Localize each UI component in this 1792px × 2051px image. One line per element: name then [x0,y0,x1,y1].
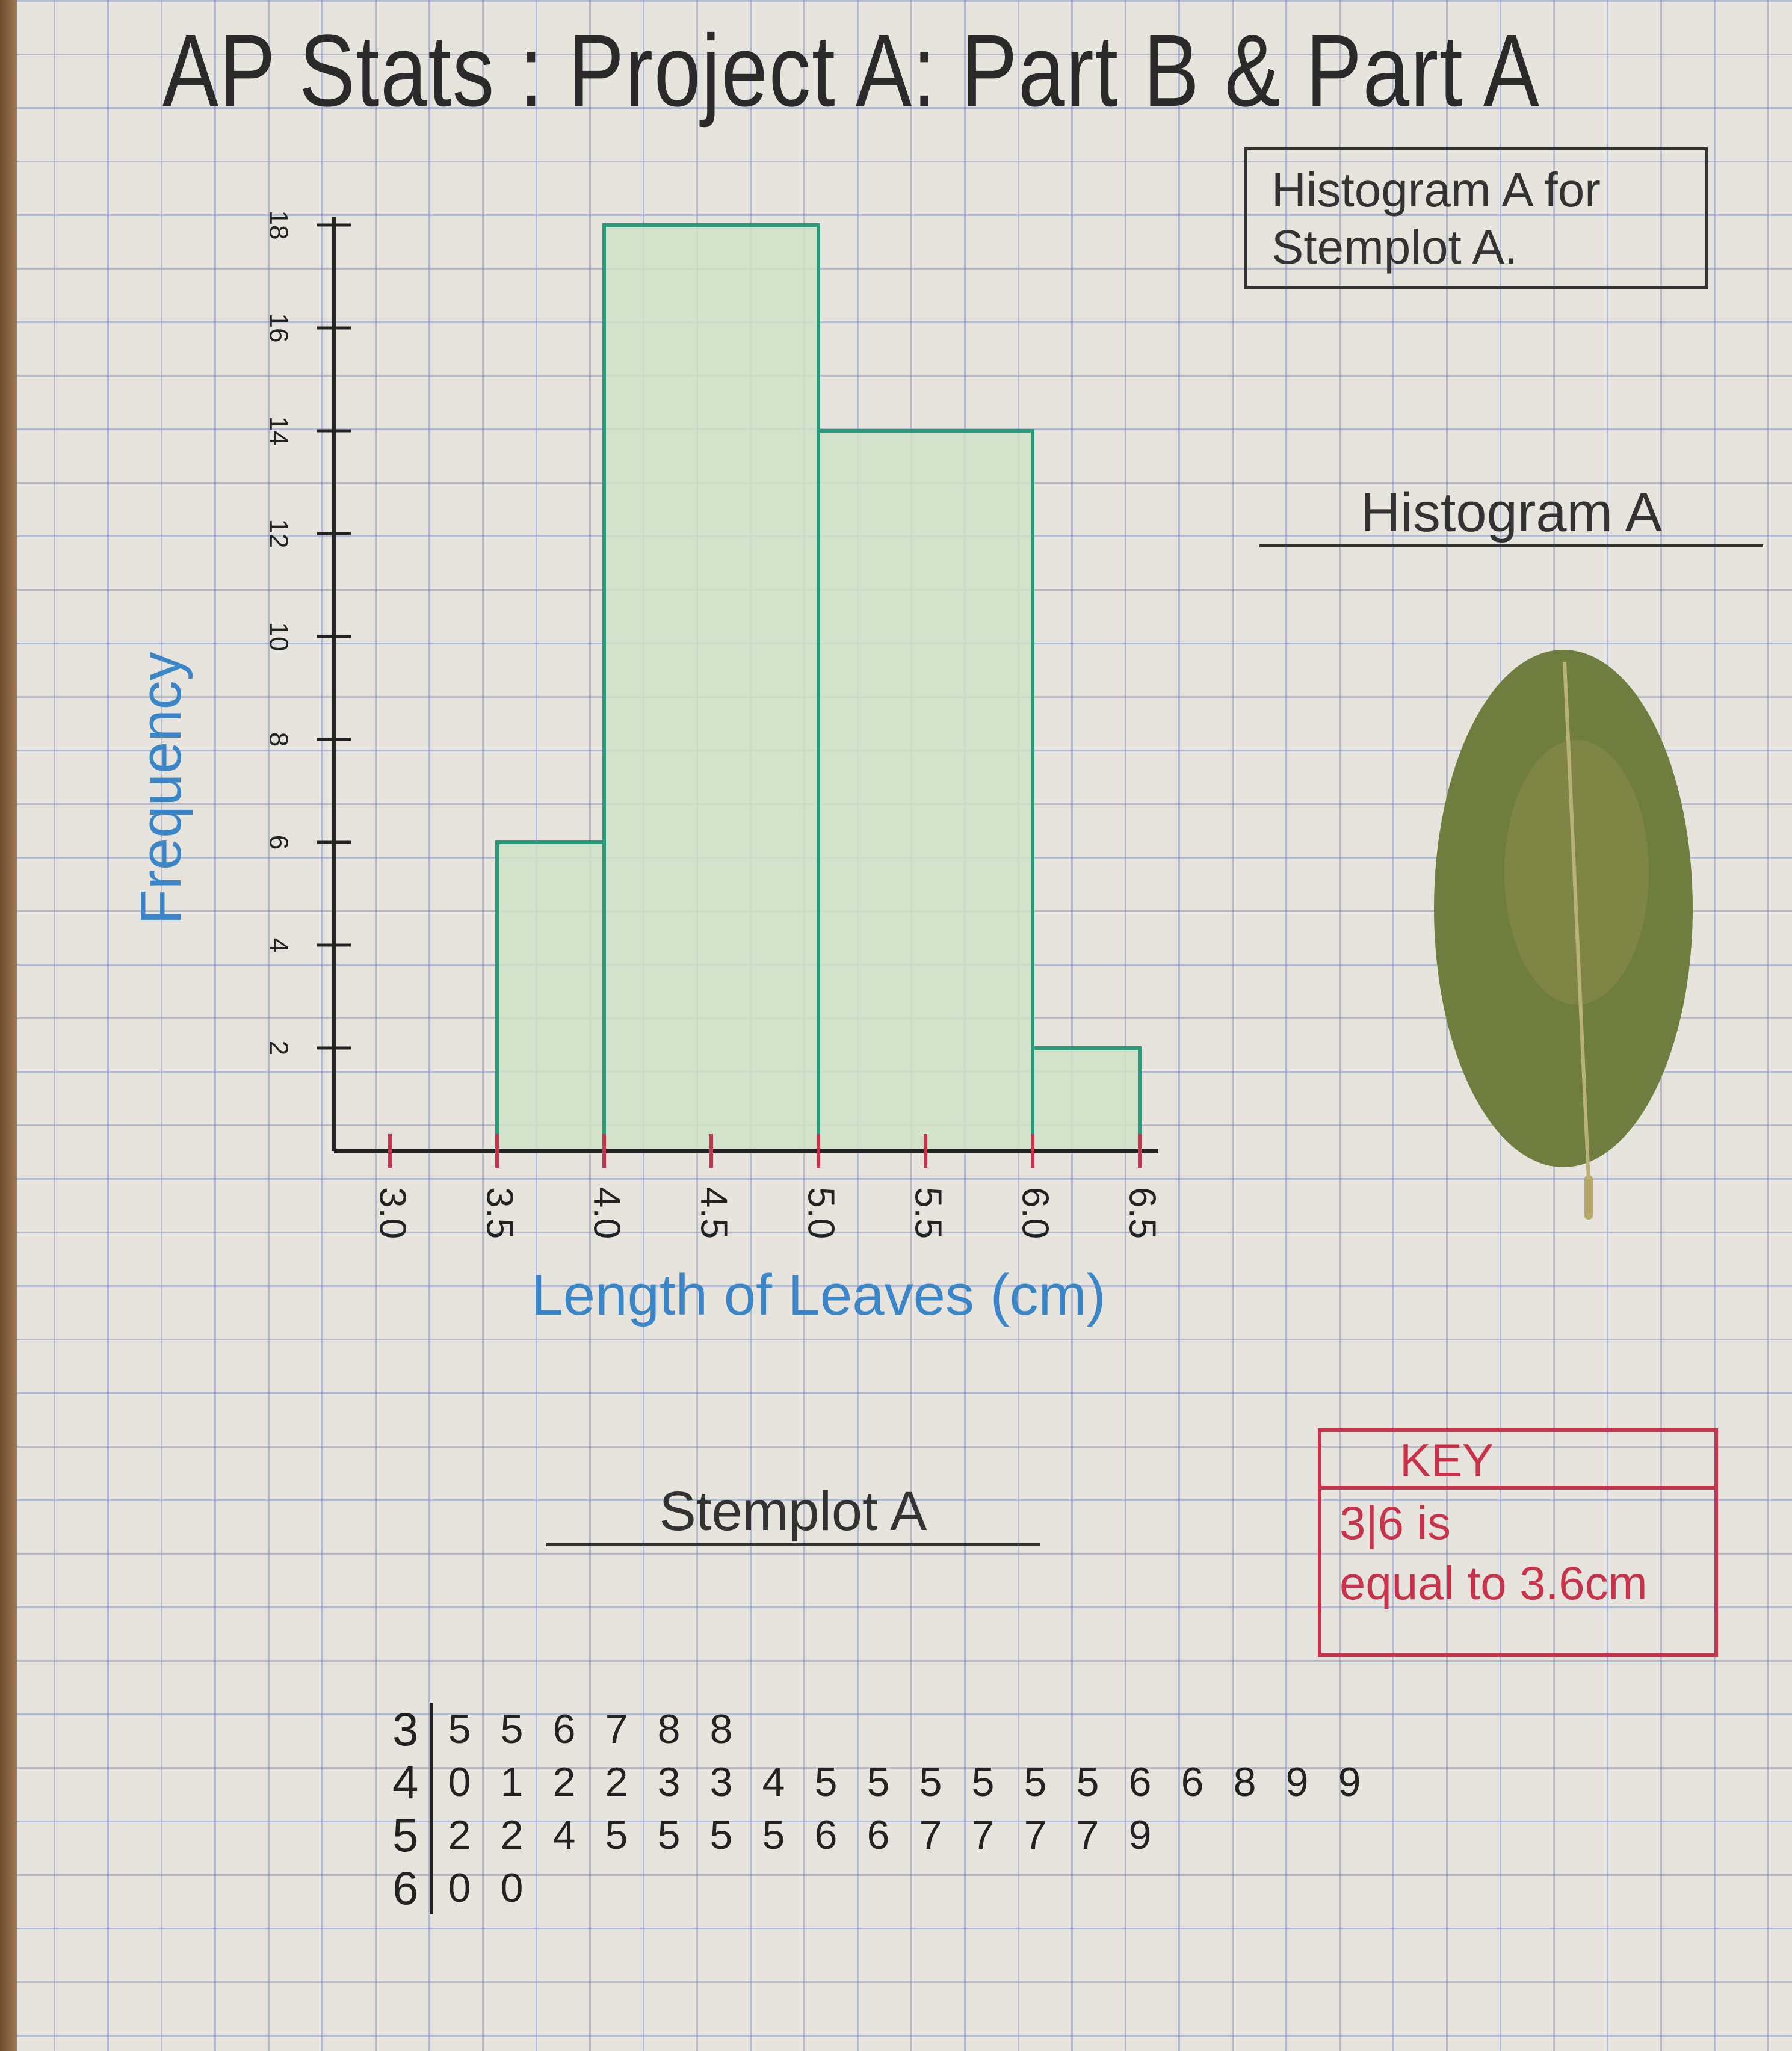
leaf: 5 [448,1706,471,1752]
leaf: 7 [605,1706,628,1752]
leaf: 4 [552,1812,576,1858]
leaf: 2 [500,1812,524,1858]
leaf: 9 [1285,1759,1309,1805]
leaf: 2 [448,1812,471,1858]
x-tick-label: 3.5 [479,1187,521,1239]
leaf: 5 [919,1759,942,1805]
leaf: 6 [1181,1759,1204,1805]
leaf: 0 [448,1865,471,1911]
x-tick-label: 4.0 [586,1187,628,1239]
leaf: 5 [814,1759,838,1805]
y-tick-label: 12 [264,519,293,549]
leaf: 5 [605,1812,628,1858]
note-box: Histogram A for Stemplot A. [1244,147,1708,289]
stem: 5 [392,1809,433,1861]
x-tick-label: 5.0 [800,1187,842,1239]
leaf: 0 [500,1865,524,1911]
leaf: 6 [814,1812,838,1858]
x-tick-label: 3.0 [372,1187,413,1239]
leaf: 8 [1233,1759,1256,1805]
leaf: 2 [552,1759,576,1805]
leaf: 3 [657,1759,681,1805]
leaf: 5 [500,1706,524,1752]
stem: 4 [392,1756,433,1809]
y-tick-label: 4 [264,938,293,952]
y-tick-label: 10 [264,622,293,652]
leaf: 7 [971,1812,995,1858]
histogram-bar [602,223,820,1153]
x-tick-label: 4.5 [693,1187,735,1239]
key-line: 3|6 is [1339,1496,1451,1549]
stemplot-label: Stemplot A [546,1480,1040,1546]
x-axis-label: Length of Leaves (cm) [531,1263,1105,1327]
y-tick-label: 14 [264,416,293,446]
note-line: Histogram A for [1271,163,1601,217]
leaf: 6 [552,1706,576,1752]
histogram-bar [817,429,1034,1153]
stem: 3 [392,1703,433,1756]
key-line: equal to 3.6cm [1339,1556,1648,1609]
leaf: 5 [1024,1759,1047,1805]
leaf: 6 [1128,1759,1152,1805]
stem: 6 [392,1861,433,1914]
histogram-label: Histogram A [1259,481,1763,547]
leaf: 2 [605,1759,628,1805]
stemplot-key: KEY 3|6 is equal to 3.6cm [1318,1428,1718,1657]
leaf: 3 [709,1759,733,1805]
leaf-drawing [1434,650,1693,1220]
leaf: 7 [919,1812,942,1858]
leaf: 8 [709,1706,733,1752]
histogram-bar [1031,1046,1142,1153]
leaf: 7 [1076,1812,1099,1858]
y-tick-label: 16 [264,313,293,343]
leaf: 5 [709,1812,733,1858]
leaf: 5 [1076,1759,1099,1805]
desk-edge [0,0,17,2051]
y-tick-label: 18 [264,211,293,240]
leaf: 7 [1024,1812,1047,1858]
x-tick-label: 6.5 [1122,1187,1163,1239]
note-line: Stemplot A. [1271,220,1518,274]
leaf: 8 [657,1706,681,1752]
y-tick-label: 2 [264,1041,293,1055]
key-heading: KEY [1321,1432,1714,1490]
y-tick-label: 8 [264,732,293,747]
leaf: 6 [867,1812,890,1858]
leaf: 5 [971,1759,995,1805]
y-axis-label: Frequency [129,652,193,925]
leaf: 1 [500,1759,524,1805]
leaf: 5 [762,1812,785,1858]
page-title: AP Stats : Project A: Part B & Part A [162,14,1540,128]
leaf: 0 [448,1759,471,1805]
leaf: 4 [762,1759,785,1805]
leaf: 9 [1128,1812,1152,1858]
histogram-bar [495,840,606,1153]
leaf: 9 [1338,1759,1361,1805]
leaf: 5 [867,1759,890,1805]
x-tick-label: 5.5 [907,1187,949,1239]
leaf: 5 [657,1812,681,1858]
x-tick-label: 6.0 [1015,1187,1056,1239]
y-tick-label: 6 [264,835,293,850]
